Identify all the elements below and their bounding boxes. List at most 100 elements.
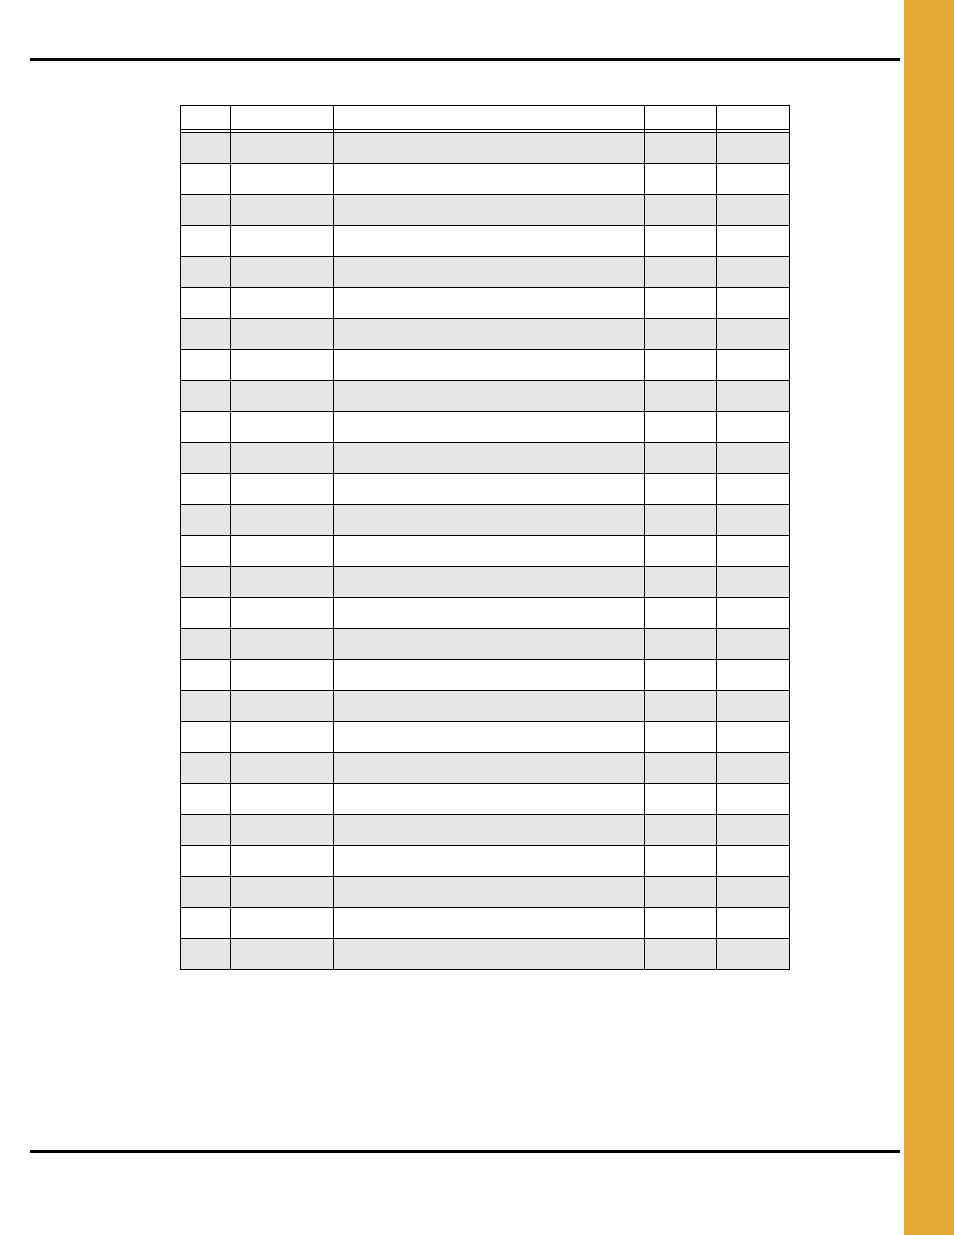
- table-cell: [717, 815, 790, 846]
- table-cell: [181, 536, 231, 567]
- table-row: [181, 226, 790, 257]
- table-cell: [230, 908, 334, 939]
- table-cell: [644, 660, 717, 691]
- table-cell: [334, 133, 645, 164]
- data-table: [180, 105, 790, 970]
- table-header-row: [181, 106, 790, 130]
- table-row: [181, 877, 790, 908]
- table-cell: [717, 691, 790, 722]
- table-cell: [230, 691, 334, 722]
- table-cell: [334, 164, 645, 195]
- table-cell: [644, 877, 717, 908]
- table-cell: [717, 195, 790, 226]
- table-row: [181, 753, 790, 784]
- table-cell: [644, 784, 717, 815]
- table-cell: [334, 939, 645, 970]
- table-row: [181, 815, 790, 846]
- table-cell: [230, 877, 334, 908]
- table-cell: [181, 598, 231, 629]
- table-row: [181, 939, 790, 970]
- table-cell: [181, 660, 231, 691]
- table-cell: [334, 598, 645, 629]
- table-cell: [717, 381, 790, 412]
- table-cell: [717, 877, 790, 908]
- table-cell: [230, 846, 334, 877]
- table-cell: [644, 691, 717, 722]
- top-rule: [30, 58, 900, 61]
- table-cell: [644, 629, 717, 660]
- table-cell: [230, 598, 334, 629]
- table-cell: [334, 691, 645, 722]
- table-cell: [334, 505, 645, 536]
- table-container: [180, 105, 790, 970]
- table-cell: [644, 381, 717, 412]
- table-row: [181, 691, 790, 722]
- table-cell: [230, 567, 334, 598]
- table-cell: [181, 629, 231, 660]
- table-cell: [230, 939, 334, 970]
- table-cell: [717, 164, 790, 195]
- table-header-cell: [644, 106, 717, 130]
- table-cell: [334, 846, 645, 877]
- bottom-rule: [30, 1150, 900, 1153]
- table-cell: [717, 908, 790, 939]
- table-cell: [181, 133, 231, 164]
- table-cell: [644, 908, 717, 939]
- table-cell: [717, 567, 790, 598]
- table-row: [181, 164, 790, 195]
- table-row: [181, 629, 790, 660]
- table-cell: [717, 722, 790, 753]
- table-cell: [717, 939, 790, 970]
- table-cell: [181, 815, 231, 846]
- table-cell: [181, 257, 231, 288]
- table-cell: [334, 660, 645, 691]
- table-cell: [644, 722, 717, 753]
- table-row: [181, 536, 790, 567]
- table-cell: [644, 319, 717, 350]
- table-row: [181, 598, 790, 629]
- table-cell: [644, 443, 717, 474]
- table-cell: [644, 412, 717, 443]
- table-cell: [230, 381, 334, 412]
- table-cell: [334, 195, 645, 226]
- table-cell: [644, 474, 717, 505]
- table-cell: [717, 443, 790, 474]
- table-row: [181, 319, 790, 350]
- table-cell: [181, 443, 231, 474]
- table-cell: [181, 164, 231, 195]
- side-tab: [904, 0, 954, 1235]
- table-cell: [717, 226, 790, 257]
- table-row: [181, 567, 790, 598]
- table-row: [181, 908, 790, 939]
- table-cell: [181, 505, 231, 536]
- table-cell: [717, 629, 790, 660]
- table-cell: [717, 536, 790, 567]
- table-cell: [717, 660, 790, 691]
- table-cell: [717, 288, 790, 319]
- table-row: [181, 288, 790, 319]
- table-cell: [181, 381, 231, 412]
- table-header-cell: [181, 106, 231, 130]
- table-cell: [230, 660, 334, 691]
- table-cell: [181, 722, 231, 753]
- table-cell: [230, 133, 334, 164]
- table-cell: [717, 319, 790, 350]
- table-cell: [230, 226, 334, 257]
- table-cell: [230, 629, 334, 660]
- table-row: [181, 195, 790, 226]
- table-cell: [230, 505, 334, 536]
- table-row: [181, 474, 790, 505]
- table-cell: [181, 195, 231, 226]
- table-row: [181, 784, 790, 815]
- table-cell: [334, 350, 645, 381]
- table-cell: [181, 288, 231, 319]
- table-cell: [181, 691, 231, 722]
- table-cell: [717, 350, 790, 381]
- table-cell: [181, 350, 231, 381]
- table-cell: [230, 474, 334, 505]
- table-cell: [334, 815, 645, 846]
- table-cell: [644, 567, 717, 598]
- table-cell: [181, 412, 231, 443]
- table-cell: [230, 784, 334, 815]
- table-cell: [334, 381, 645, 412]
